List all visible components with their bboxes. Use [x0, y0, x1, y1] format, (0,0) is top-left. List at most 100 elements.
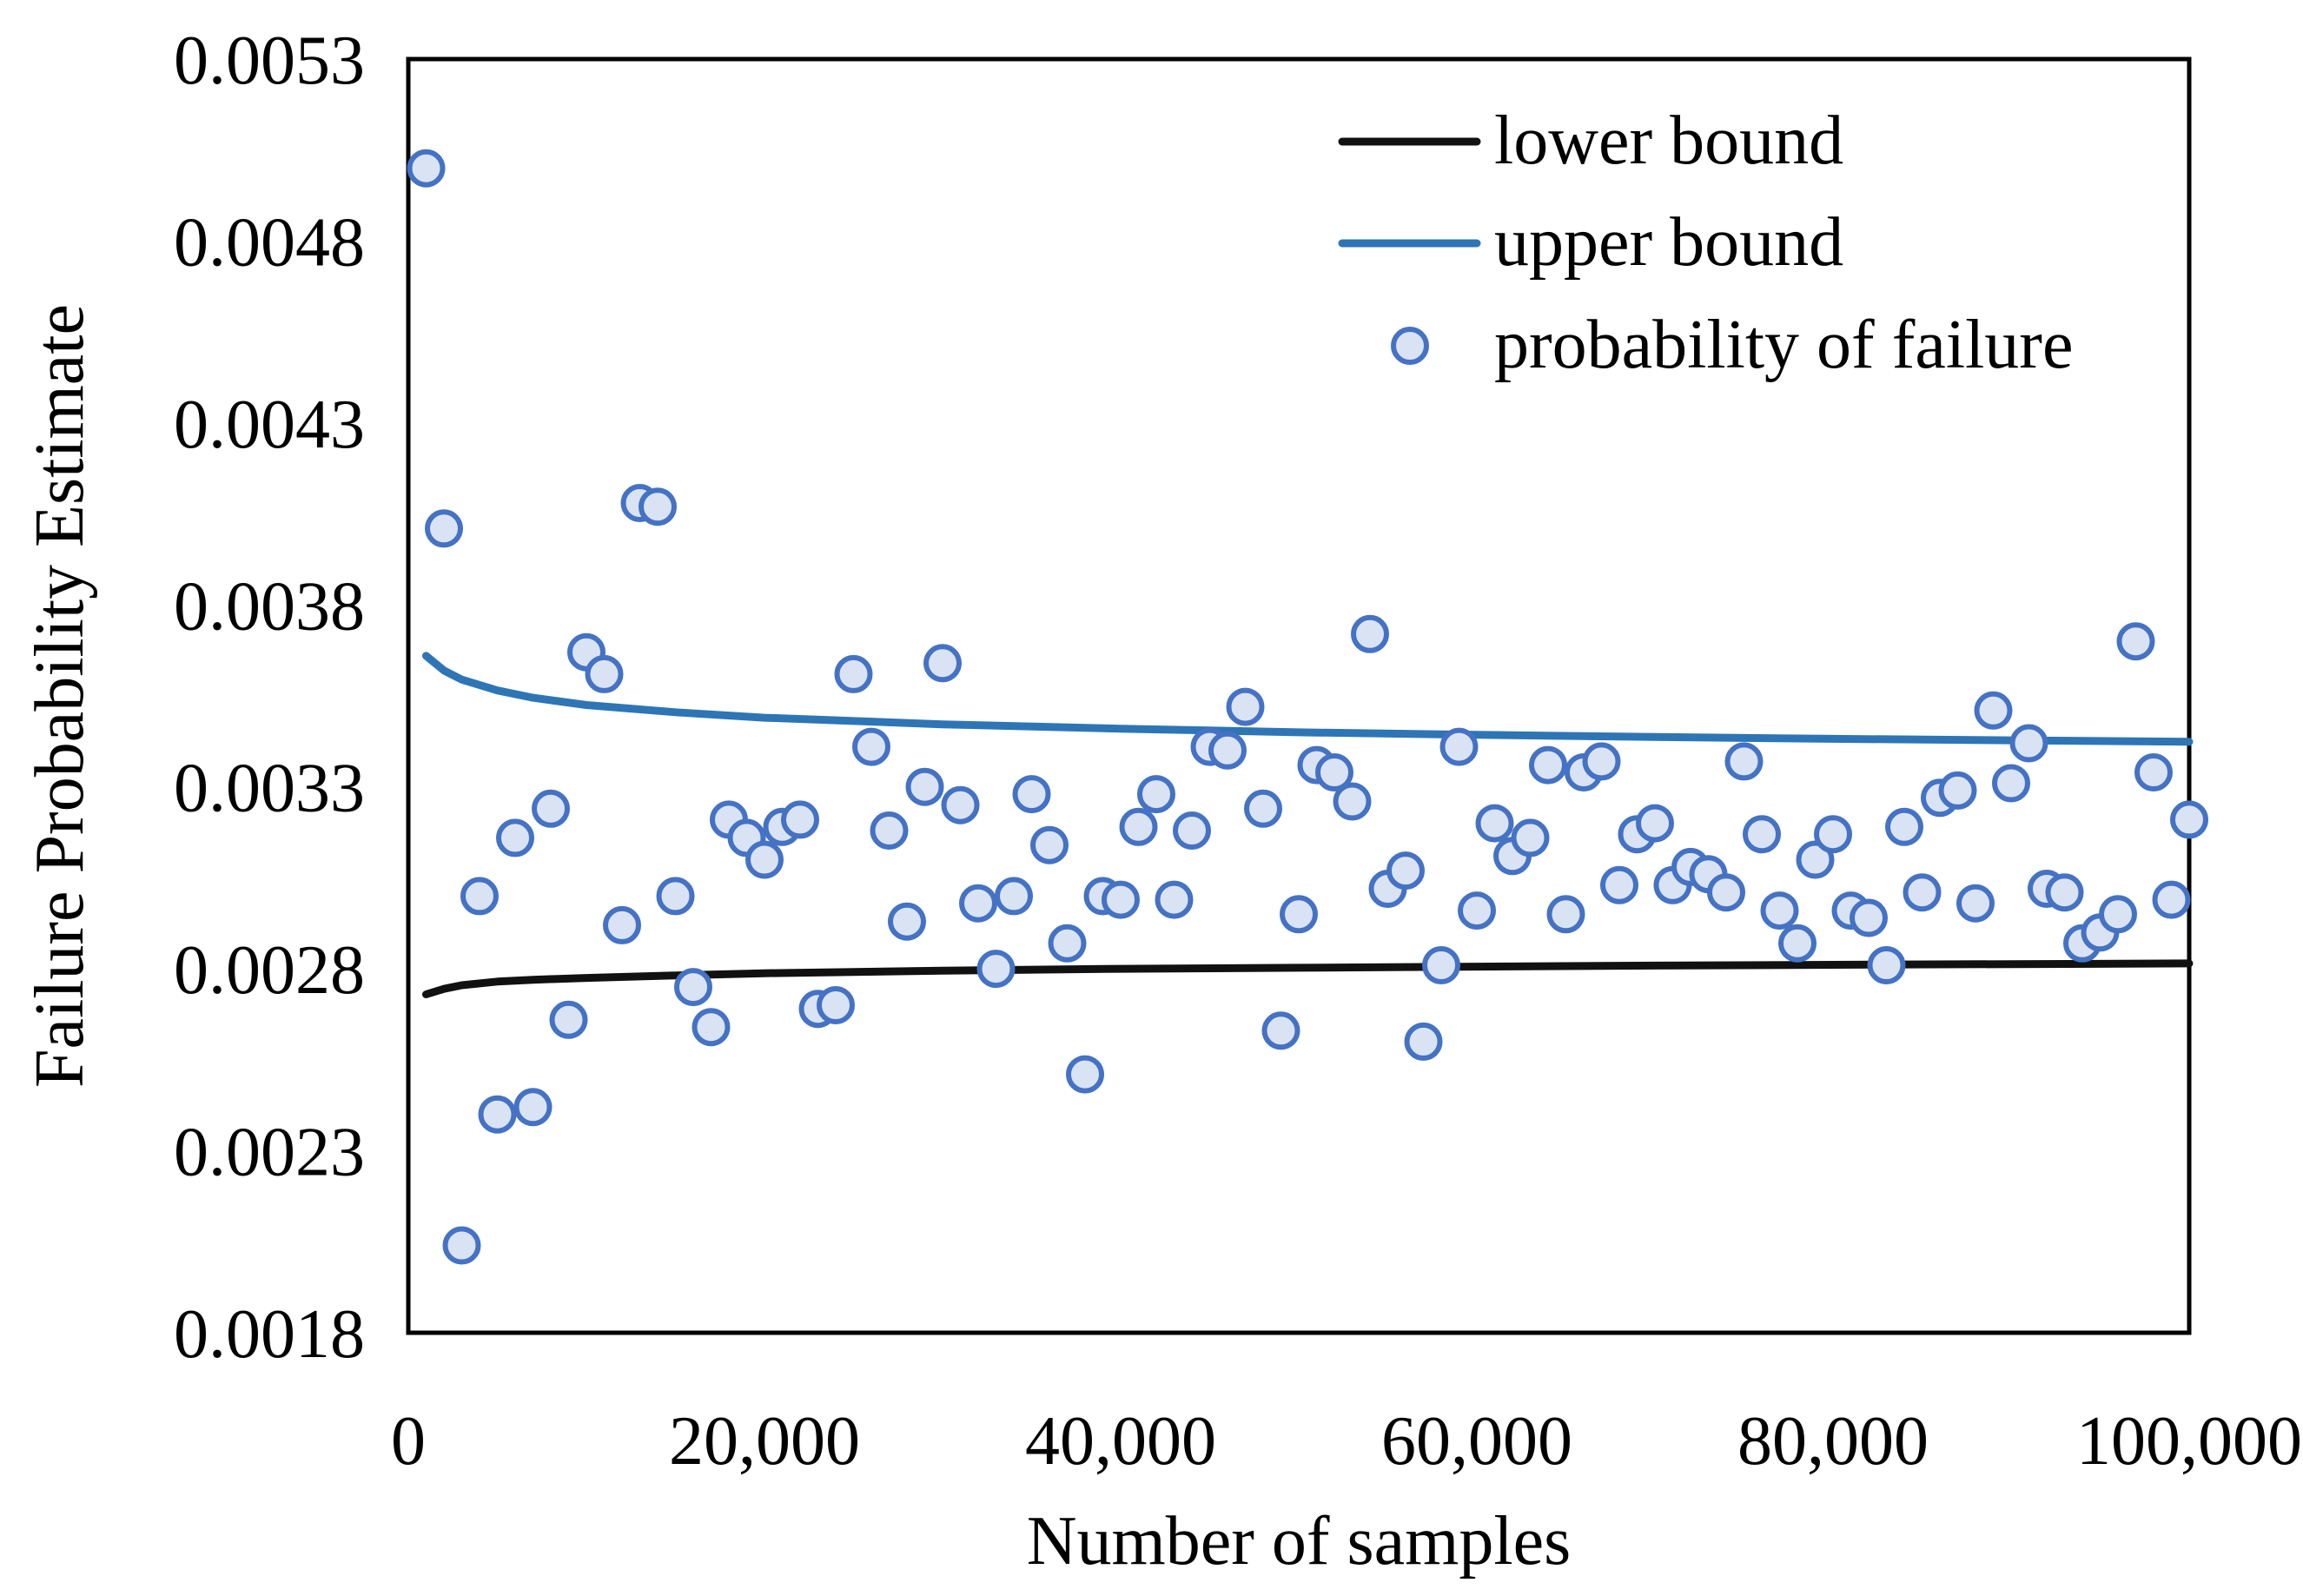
- data-point: [1048, 924, 1087, 963]
- x-axis-title: Number of samples: [1027, 1503, 1572, 1579]
- legend: lower bound upper bound probability of f…: [1338, 103, 2073, 383]
- data-point: [1066, 1055, 1104, 1094]
- x-axis-tick-labels: 0 20,000 40,000 60,000 80,000 100,000: [391, 1403, 2302, 1480]
- data-point: [1333, 782, 1372, 821]
- data-point: [2099, 895, 2137, 934]
- x-tick-label: 80,000: [1737, 1403, 1929, 1480]
- data-point: [1707, 873, 1745, 912]
- data-point: [959, 884, 997, 923]
- y-tick-label: 0.0053: [174, 23, 365, 99]
- data-point: [1404, 1022, 1443, 1061]
- data-point: [425, 509, 463, 548]
- data-point: [1903, 873, 1942, 912]
- data-point: [1208, 731, 1247, 770]
- y-axis-title: Failure Probability Estimate: [22, 304, 98, 1088]
- data-point: [1119, 807, 1158, 846]
- data-point: [1458, 891, 1496, 930]
- data-point: [532, 789, 570, 828]
- data-point: [1974, 691, 2013, 730]
- data-point: [1992, 764, 2030, 803]
- data-point: [870, 811, 909, 850]
- data-point: [585, 654, 624, 693]
- data-point: [1137, 775, 1175, 814]
- x-tick-label: 60,000: [1381, 1403, 1572, 1480]
- data-point: [1885, 807, 1923, 846]
- y-tick-label: 0.0033: [174, 751, 365, 827]
- data-point: [905, 767, 944, 806]
- data-point: [1546, 895, 1585, 934]
- data-point: [1743, 815, 1781, 854]
- scatter-points: [407, 149, 2208, 1265]
- data-point: [1155, 880, 1194, 919]
- legend-probability-marker: [1391, 327, 1429, 365]
- legend-lower-bound-label: lower bound: [1494, 103, 1843, 179]
- data-point: [478, 1095, 517, 1134]
- y-tick-label: 0.0018: [174, 1296, 365, 1373]
- y-tick-label: 0.0023: [174, 1115, 365, 1191]
- y-tick-label: 0.0048: [174, 204, 365, 281]
- data-point: [674, 968, 712, 1007]
- data-point: [603, 905, 641, 944]
- data-point: [976, 950, 1016, 989]
- data-point: [817, 986, 855, 1024]
- data-point: [1600, 865, 1638, 904]
- data-point: [1261, 1011, 1300, 1050]
- data-point: [1956, 884, 1995, 923]
- data-point: [1315, 753, 1353, 791]
- data-point: [923, 644, 962, 683]
- data-point: [1778, 924, 1817, 963]
- data-point: [888, 902, 926, 941]
- data-point: [1850, 898, 1888, 937]
- data-point: [1351, 614, 1389, 653]
- data-point: [1582, 742, 1621, 781]
- y-axis-tick-labels: 0.0018 0.0023 0.0028 0.0033 0.0038 0.0043 0.00…: [174, 23, 365, 1373]
- data-point: [496, 818, 534, 858]
- data-point: [941, 785, 980, 824]
- x-tick-label: 20,000: [669, 1403, 860, 1480]
- data-point: [1386, 851, 1425, 891]
- data-point: [745, 840, 784, 879]
- data-point: [1511, 818, 1550, 858]
- upper-bound-line: [422, 652, 2194, 746]
- data-point: [1724, 742, 1764, 781]
- legend-upper-bound-label: upper bound: [1494, 204, 1843, 281]
- lower-bound-line: [422, 959, 2194, 998]
- data-point: [1867, 946, 1906, 984]
- data-point: [781, 800, 819, 839]
- data-point: [1475, 804, 1514, 843]
- data-point: [2116, 622, 2155, 661]
- data-point: [460, 877, 499, 916]
- data-point: [1102, 880, 1140, 919]
- data-point: [1012, 775, 1051, 814]
- data-point: [1814, 815, 1852, 854]
- x-tick-label: 100,000: [2076, 1403, 2302, 1480]
- data-point: [1529, 745, 1567, 785]
- x-tick-label: 0: [391, 1403, 426, 1480]
- y-tick-label: 0.0043: [174, 387, 365, 463]
- y-tick-label: 0.0028: [174, 932, 365, 1009]
- data-point: [549, 1000, 588, 1039]
- data-point: [442, 1226, 481, 1265]
- data-point: [1244, 789, 1282, 828]
- y-tick-label: 0.0038: [174, 568, 365, 645]
- data-point: [995, 877, 1033, 916]
- data-point: [639, 487, 677, 526]
- data-point: [1173, 811, 1211, 850]
- data-point: [692, 1008, 731, 1047]
- data-point: [2009, 724, 2048, 763]
- data-point: [1796, 840, 1835, 879]
- data-point: [1760, 891, 1799, 930]
- data-point: [1422, 946, 1460, 984]
- data-point: [1439, 727, 1479, 766]
- x-tick-label: 40,000: [1025, 1403, 1216, 1480]
- plot-area-frame: [406, 56, 2192, 1335]
- data-point: [1280, 895, 1318, 934]
- data-point: [656, 877, 695, 916]
- data-point: [2045, 873, 2084, 912]
- data-point: [852, 727, 890, 766]
- data-point: [2170, 800, 2208, 839]
- data-point: [2134, 753, 2173, 791]
- data-point: [1030, 825, 1069, 864]
- data-point: [2152, 880, 2191, 919]
